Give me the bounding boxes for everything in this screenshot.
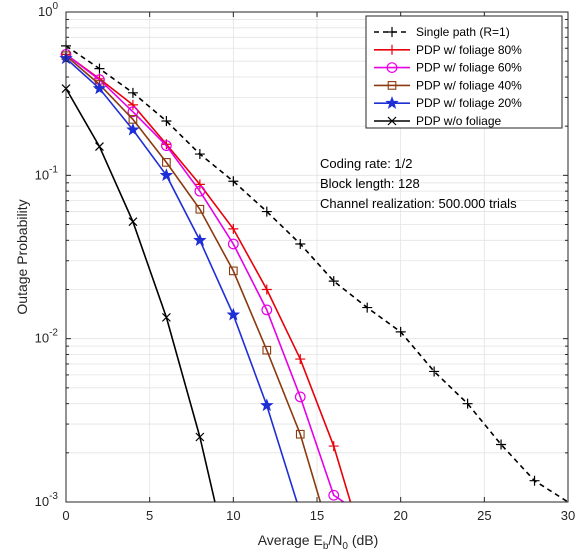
data-point-marker	[262, 345, 272, 355]
data-point-marker	[328, 276, 339, 287]
series-line	[65, 53, 345, 503]
legend-item-2: PDP w/ foliage 80%	[374, 43, 522, 57]
legend-label: Single path (R=1)	[416, 25, 510, 39]
legend-marker	[386, 62, 398, 73]
data-point-marker	[529, 475, 540, 486]
data-point-marker	[295, 354, 306, 365]
annotation-block: Coding rate: 1/2 Block length: 128 Chann…	[320, 156, 517, 211]
data-point-marker	[295, 238, 306, 249]
legend-marker	[387, 44, 397, 55]
data-point-marker	[295, 429, 305, 439]
data-point-marker	[95, 142, 104, 151]
data-point-marker	[193, 233, 207, 247]
data-point-marker	[194, 185, 206, 197]
data-point-marker	[362, 302, 373, 313]
legend-item-1: Single path (R=1)	[374, 25, 510, 39]
x-axis-label-main: Average E	[258, 532, 323, 548]
data-point-marker	[429, 366, 440, 377]
legend-label: PDP w/ foliage 20%	[416, 96, 522, 110]
x-tick-label: 30	[561, 508, 575, 523]
x-tick-label: 0	[62, 508, 69, 523]
data-point-marker	[126, 122, 140, 136]
legend-label: PDP w/ foliage 60%	[416, 61, 522, 75]
y-tick-label: 10-1	[35, 164, 59, 182]
data-point-marker	[261, 284, 272, 295]
legend-marker	[385, 96, 399, 109]
data-point-marker	[261, 304, 273, 316]
data-point-marker	[496, 439, 507, 450]
data-point-marker	[228, 223, 239, 234]
data-point-marker	[294, 391, 306, 403]
data-point-marker	[261, 206, 272, 217]
x-tick-label: 15	[310, 508, 324, 523]
data-point-marker	[162, 158, 171, 167]
series-6	[61, 84, 216, 503]
series-line	[65, 45, 569, 503]
legend-box	[365, 15, 563, 129]
series-line	[65, 88, 216, 503]
legend-marker	[387, 27, 397, 37]
axis-ticks: 0 5 10 15 20 25 30 100 10-1 10-2 10-3	[35, 1, 576, 523]
data-point-marker	[127, 87, 138, 98]
annotation-coding-rate: Coding rate: 1/2	[320, 156, 413, 171]
y-tick-label: 10-3	[35, 491, 59, 509]
legend-label: PDP w/ foliage 80%	[416, 43, 522, 57]
legend-label: PDP w/o foliage	[416, 114, 501, 128]
data-point-marker	[395, 326, 406, 337]
series-line	[65, 57, 298, 503]
data-point-marker	[228, 266, 238, 276]
data-point-marker	[128, 217, 138, 227]
data-point-marker	[227, 238, 239, 250]
y-tick-label: 10-2	[35, 328, 59, 346]
data-point-marker	[226, 307, 241, 321]
x-axis-label-slash: /N	[328, 532, 342, 548]
legend-item-3: PDP w/ foliage 60%	[374, 61, 522, 75]
annotation-block-length: Block length: 128	[320, 176, 420, 191]
data-point-marker	[160, 140, 172, 152]
data-point-marker	[228, 176, 239, 187]
legend-item-4: PDP w/ foliage 40%	[374, 78, 522, 92]
data-point-marker	[194, 149, 205, 160]
x-tick-label: 20	[393, 508, 407, 523]
legend-item-5: PDP w/ foliage 20%	[374, 96, 522, 110]
data-point-marker	[194, 179, 205, 190]
data-point-marker	[260, 398, 274, 412]
series-line	[65, 53, 352, 503]
data-point-marker	[127, 99, 138, 110]
x-tick-label: 10	[226, 508, 240, 523]
series-layer	[59, 40, 569, 503]
data-point-marker	[161, 312, 171, 322]
legend: Single path (R=1) PDP w/ foliage 80% PDP w…	[365, 15, 563, 129]
legend-marker	[387, 81, 397, 90]
data-point-marker	[328, 441, 339, 452]
data-point-marker	[161, 116, 172, 127]
legend-marker	[387, 116, 397, 126]
data-point-marker	[92, 81, 107, 95]
legend-item-6: PDP w/o foliage	[374, 114, 501, 128]
legend-label: PDP w/ foliage 40%	[416, 78, 522, 92]
y-axis-label: Outage Probability	[14, 199, 30, 314]
y-axis-label-text: Outage Probability	[14, 199, 30, 314]
x-tick-label: 25	[477, 508, 491, 523]
data-point-marker	[328, 489, 340, 501]
series-line	[65, 55, 322, 503]
annotation-channel-realization: Channel realization: 500.000 trials	[320, 196, 517, 211]
data-point-marker	[462, 398, 473, 409]
x-axis-label-unit: (dB)	[348, 532, 378, 548]
y-tick-label: 100	[38, 1, 58, 19]
data-point-marker	[195, 432, 205, 442]
x-axis-label-sub1: b	[323, 541, 329, 552]
data-point-marker	[127, 106, 139, 118]
x-axis-label-sub2: 0	[342, 541, 348, 552]
x-axis-label: Average Eb/N0 (dB)	[258, 532, 379, 552]
data-point-marker	[195, 204, 205, 214]
data-point-marker	[94, 63, 105, 74]
data-point-marker	[159, 168, 174, 182]
x-tick-label: 5	[146, 508, 153, 523]
